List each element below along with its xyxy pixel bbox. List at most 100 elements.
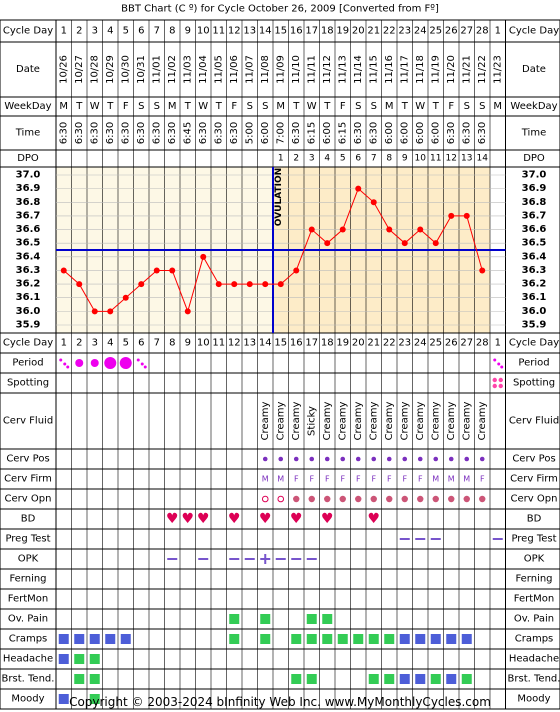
row-label-right-cerv-fluid: Cerv Fluid bbox=[509, 416, 559, 427]
row-label-right-opk: OPK bbox=[524, 554, 545, 565]
cerv-opn-mark bbox=[308, 495, 315, 503]
brst-tend-box bbox=[74, 674, 85, 684]
cycle-day-label-bottom: 13 bbox=[243, 338, 256, 349]
ovulation-label: OVULATION bbox=[274, 168, 284, 226]
temperature-point bbox=[432, 240, 439, 247]
cycle-day-label-bottom: 1 bbox=[495, 338, 501, 349]
date-label: 10/28 bbox=[89, 55, 100, 84]
weekday-label: F bbox=[340, 101, 346, 112]
temperature-line bbox=[63, 187, 483, 313]
dpo-label: 10 bbox=[415, 154, 427, 164]
cerv-pos-mark bbox=[340, 456, 346, 462]
dpo-label: 14 bbox=[477, 154, 489, 164]
date-label: 11/15 bbox=[368, 55, 379, 84]
period-heavy-dot bbox=[104, 357, 117, 369]
temperature-point bbox=[401, 240, 408, 247]
cramps-box bbox=[74, 634, 85, 644]
row-label-right-date: Date bbox=[522, 64, 546, 75]
weekday-label: T bbox=[215, 101, 223, 112]
cycle-day-label: 1 bbox=[61, 26, 67, 37]
cycle-day-label-bottom: 16 bbox=[290, 338, 303, 349]
dpo-label: 12 bbox=[446, 154, 457, 164]
cerv-opn-mark bbox=[324, 495, 331, 503]
y-tick-label-right: 36.2 bbox=[522, 279, 547, 290]
cycle-day-label-bottom: 6 bbox=[138, 338, 144, 349]
date-label: 11/20 bbox=[446, 55, 457, 84]
date-label: 11/05 bbox=[213, 55, 224, 84]
period-medium-dot bbox=[75, 359, 84, 367]
row-label-right-cramps: Cramps bbox=[515, 634, 554, 645]
weekday-label: W bbox=[198, 101, 208, 112]
cycle-day-label: 3 bbox=[92, 26, 98, 37]
cerv-pos-mark bbox=[448, 456, 454, 462]
row-label-right-time: Time bbox=[521, 128, 546, 139]
date-label: 11/07 bbox=[244, 55, 255, 84]
bd-heart: ♥ bbox=[321, 511, 334, 527]
cycle-day-label-bottom: 19 bbox=[336, 338, 349, 349]
dpo-label: 3 bbox=[309, 154, 315, 164]
cramps-box bbox=[368, 634, 379, 644]
temperature-point bbox=[76, 281, 83, 288]
weekday-label: W bbox=[415, 101, 425, 112]
cramps-box bbox=[120, 634, 131, 644]
cycle-day-label: 4 bbox=[107, 26, 113, 37]
date-label: 10/27 bbox=[74, 55, 85, 84]
weekday-label: W bbox=[307, 101, 317, 112]
cerv-pos-mark bbox=[293, 456, 299, 462]
time-label: 6:30 bbox=[446, 122, 457, 144]
cerv-fluid-label: Creamy bbox=[384, 402, 395, 441]
temperature-point bbox=[339, 226, 346, 233]
headache-box bbox=[74, 654, 85, 664]
date-label: 11/08 bbox=[260, 55, 271, 84]
cycle-day-label-bottom: 2 bbox=[76, 338, 82, 349]
dpo-label: 5 bbox=[340, 154, 346, 164]
moody-box bbox=[89, 694, 100, 704]
spotting-dot bbox=[498, 377, 503, 383]
row-label-fertmon: FertMon bbox=[8, 594, 48, 605]
bd-heart: ♥ bbox=[290, 511, 303, 527]
row-label-right-bd: BD bbox=[527, 514, 542, 525]
time-label: 7:00 bbox=[275, 122, 286, 144]
temperature-point bbox=[246, 281, 253, 288]
weekday-label: T bbox=[184, 101, 192, 112]
cerv-pos-mark bbox=[355, 456, 361, 462]
cycle-day-label-bottom: 15 bbox=[274, 338, 287, 349]
row-label-right-cycle-day: Cycle Day bbox=[509, 26, 559, 37]
chart-title: BBT Chart (C º) for Cycle October 26, 20… bbox=[121, 4, 439, 15]
weekday-label: T bbox=[292, 101, 300, 112]
brst-tend-box bbox=[399, 674, 410, 684]
cycle-day-label-bottom: 27 bbox=[460, 338, 473, 349]
dpo-label: 8 bbox=[386, 154, 392, 164]
cycle-day-label: 24 bbox=[414, 26, 427, 37]
cerv-firm-label: M bbox=[277, 475, 284, 484]
cerv-fluid-label: Creamy bbox=[322, 402, 333, 441]
cramps-box bbox=[353, 634, 364, 644]
cerv-firm-label: F bbox=[309, 475, 314, 484]
dpo-label: 13 bbox=[461, 154, 472, 164]
y-tick-label: 37.0 bbox=[16, 170, 41, 181]
dpo-label: 9 bbox=[402, 154, 408, 164]
date-label: 11/04 bbox=[198, 55, 209, 84]
date-label: 11/11 bbox=[306, 55, 317, 84]
y-tick-label-right: 36.9 bbox=[522, 183, 547, 194]
cycle-day-label-bottom: 24 bbox=[414, 338, 427, 349]
period-light-dot bbox=[63, 362, 67, 366]
cerv-fluid-label: Creamy bbox=[275, 402, 286, 441]
dpo-label: 4 bbox=[324, 154, 330, 164]
brst-tend-box bbox=[368, 674, 379, 684]
time-label: 6:00 bbox=[415, 122, 426, 144]
cerv-firm-label: F bbox=[480, 475, 485, 484]
cycle-day-label-bottom: 28 bbox=[476, 338, 489, 349]
cycle-day-label-bottom: 25 bbox=[429, 338, 442, 349]
time-label: 6:15 bbox=[306, 122, 317, 144]
date-label: 11/16 bbox=[384, 55, 395, 84]
period-medium-dot bbox=[90, 359, 99, 367]
y-tick-label: 36.0 bbox=[16, 306, 41, 317]
time-label: 6:30 bbox=[229, 122, 240, 144]
cramps-box bbox=[89, 634, 100, 644]
date-label: 10/30 bbox=[120, 55, 131, 84]
row-label-date: Date bbox=[16, 64, 40, 75]
weekday-label: S bbox=[262, 101, 268, 112]
row-label-weekday: WeekDay bbox=[4, 101, 51, 112]
cerv-opn-mark bbox=[417, 495, 424, 503]
